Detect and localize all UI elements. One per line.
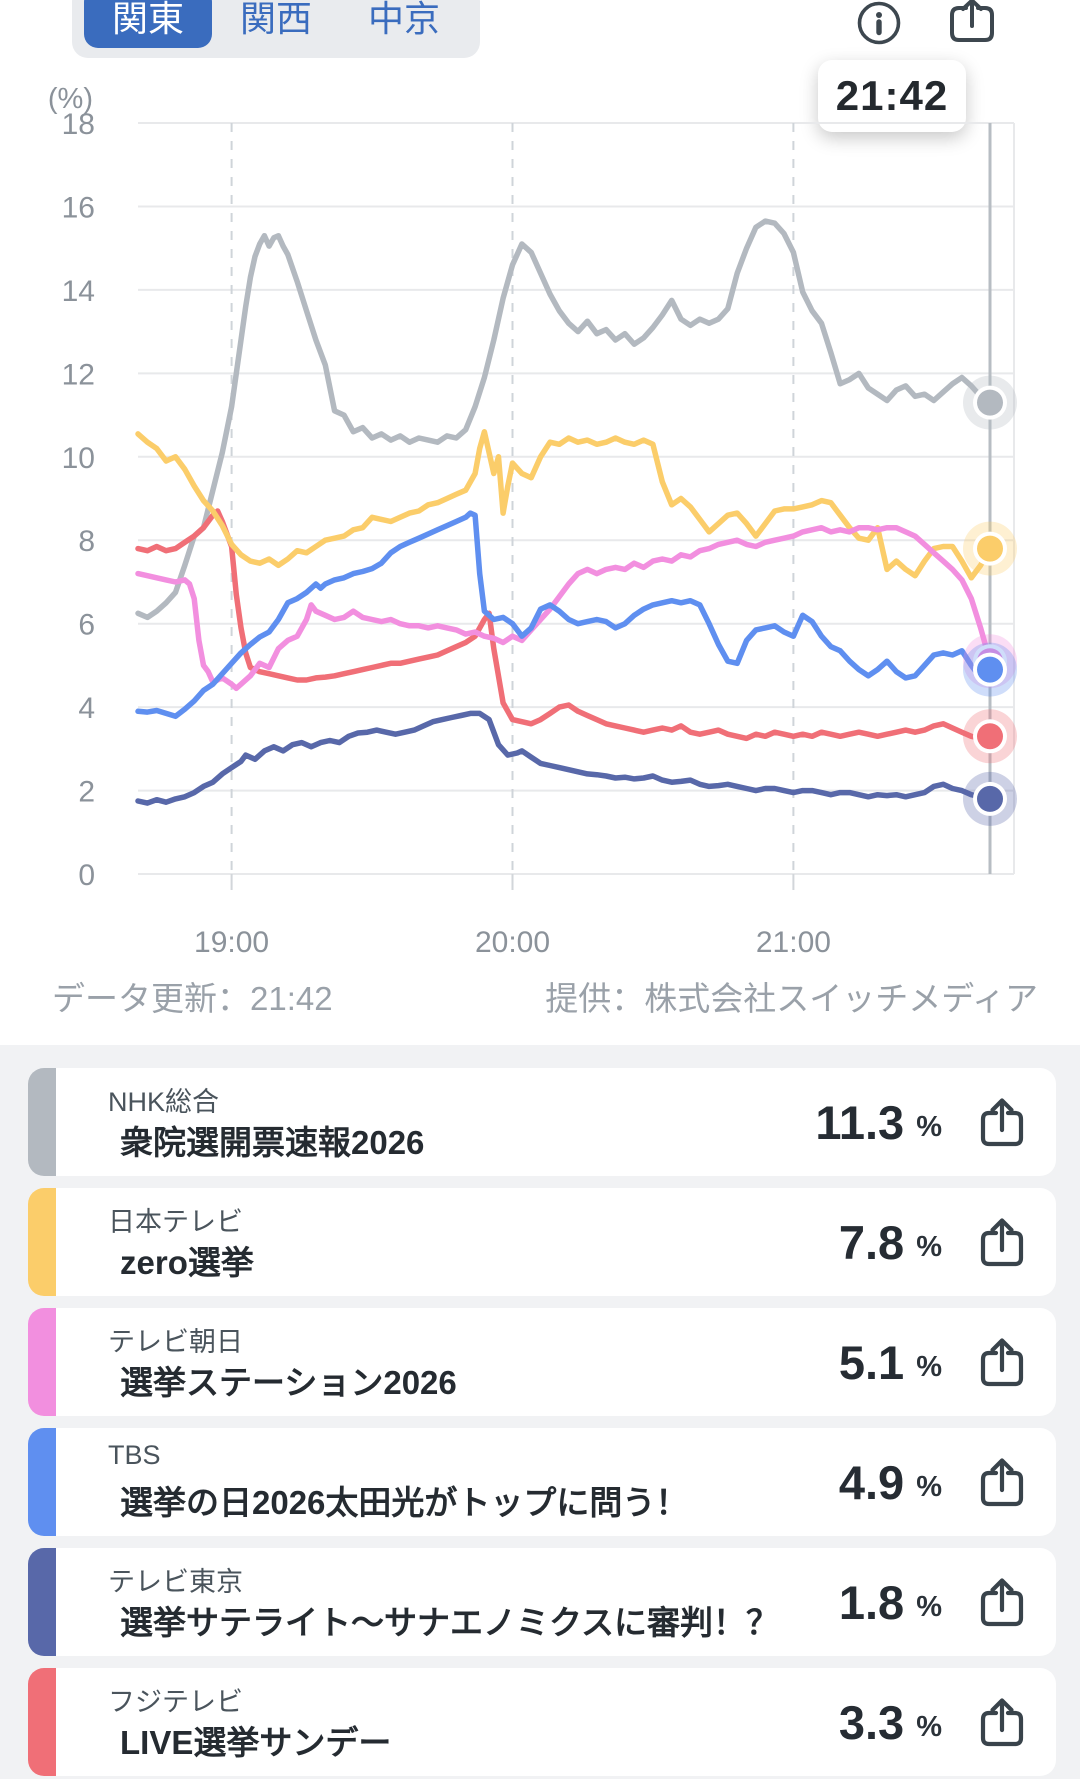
card-share-button[interactable]: [974, 1454, 1030, 1510]
channel-program-title: 選挙の日2026太田光がトップに問う！: [120, 1484, 689, 1521]
channel-card-2[interactable]: テレビ朝日 選挙ステーション2026 5.1 %: [28, 1308, 1056, 1416]
x-tick-label: 19:00: [194, 926, 269, 959]
channel-rating-unit: %: [916, 1350, 942, 1383]
channel-rating: 11.3 %: [815, 1068, 1030, 1176]
channel-rating: 3.3 %: [839, 1668, 1030, 1776]
region-tab-2[interactable]: 中京: [367, 0, 440, 39]
channel-rating-unit: %: [916, 1470, 942, 1503]
channel-rating-unit: %: [916, 1230, 942, 1263]
series-line-日本テレビ: [135, 429, 993, 581]
ratings-line-chart[interactable]: 0 2 4 6 8 10 12 14 16 18(%) 19:00 20:00 21:00: [0, 0, 1080, 1000]
channel-program-title: 衆院選開票速報2026: [120, 1124, 425, 1161]
y-tick-label: 12: [62, 358, 95, 391]
share-button[interactable]: [946, 0, 998, 46]
share-export-icon: [980, 1338, 1024, 1387]
y-tick-label: 16: [62, 192, 95, 225]
channel-rating-value: 11.3: [815, 1095, 905, 1149]
channel-card-1[interactable]: 日本テレビ zero選挙 7.8 %: [28, 1188, 1056, 1296]
share-export-icon: [980, 1218, 1024, 1267]
region-tab-0[interactable]: 関東: [84, 0, 212, 48]
series-marker-NHK総合: [977, 389, 1003, 416]
channel-program-title: 選挙ステーション2026: [120, 1364, 457, 1401]
x-tick-label: 21:00: [756, 926, 831, 959]
channel-rating: 1.8 %: [839, 1548, 1030, 1656]
y-tick-label: 10: [62, 442, 95, 475]
channel-card-4[interactable]: テレビ東京 選挙サテライト〜サナエノミクスに審判！？ 1.8 %: [28, 1548, 1056, 1656]
share-export-icon: [980, 1458, 1024, 1507]
series-line-TBS: [135, 510, 993, 720]
channel-color-bar: [28, 1308, 56, 1416]
region-tab-1[interactable]: 関西: [239, 0, 312, 39]
channel-rating-value: 3.3: [838, 1695, 905, 1749]
data-provider-label: 提供：株式会社スイッチメディア: [545, 980, 1038, 1017]
channel-card-5[interactable]: フジテレビ LIVE選挙サンデー 3.3 %: [28, 1668, 1056, 1776]
card-share-button[interactable]: [974, 1694, 1030, 1750]
share-export-icon: [980, 1698, 1024, 1747]
series-marker-フジテレビ: [977, 723, 1003, 750]
card-share-button[interactable]: [974, 1574, 1030, 1630]
series-marker-TBS: [977, 656, 1003, 683]
series-marker-テレビ東京: [977, 785, 1003, 812]
info-button[interactable]: [855, 0, 903, 48]
share-export-icon: [980, 1098, 1024, 1147]
channel-program-title: LIVE選挙サンデー: [120, 1724, 392, 1761]
x-tick-label: 20:00: [475, 926, 550, 959]
current-time-tooltip: 21:42: [818, 60, 966, 132]
data-updated-label: データ更新：21:42: [52, 980, 333, 1017]
y-tick-label: 0: [78, 859, 95, 892]
channel-color-bar: [28, 1428, 56, 1536]
channel-color-bar: [28, 1068, 56, 1176]
series-line-テレビ東京: [135, 710, 993, 806]
channel-card-3[interactable]: TBS 選挙の日2026太田光がトップに問う！ 4.9 %: [28, 1428, 1056, 1536]
channel-rating-unit: %: [916, 1710, 942, 1743]
channel-station-label: 日本テレビ: [108, 1207, 243, 1237]
channel-station-label: テレビ東京: [108, 1567, 243, 1597]
channel-color-bar: [28, 1188, 56, 1296]
y-tick-label: 4: [78, 692, 95, 725]
y-tick-label: 6: [78, 609, 95, 642]
series-line-NHK総合: [135, 218, 993, 621]
y-tick-label: 8: [78, 525, 95, 558]
channel-rating: 5.1 %: [839, 1308, 1030, 1416]
share-export-icon: [950, 0, 994, 42]
channel-rating: 4.9 %: [839, 1428, 1030, 1536]
channel-station-label: フジテレビ: [108, 1687, 243, 1717]
info-circle-icon: [857, 1, 901, 45]
card-share-button[interactable]: [974, 1094, 1030, 1150]
channel-station-label: TBS: [108, 1440, 161, 1470]
channel-rating: 7.8 %: [839, 1188, 1030, 1296]
share-export-icon: [980, 1578, 1024, 1627]
series-line-フジテレビ: [135, 508, 993, 742]
channel-rating-unit: %: [916, 1590, 942, 1623]
card-share-button[interactable]: [974, 1214, 1030, 1270]
channel-program-title: zero選挙: [120, 1244, 254, 1281]
channel-program-title: 選挙サテライト〜サナエノミクスに審判！？: [120, 1604, 780, 1641]
channel-rating-unit: %: [916, 1110, 942, 1143]
channel-color-bar: [28, 1668, 56, 1776]
channel-station-label: テレビ朝日: [108, 1327, 243, 1357]
region-tab-bar: 関東 関西 中京: [72, 0, 480, 58]
channel-station-label: NHK総合: [108, 1087, 220, 1117]
channel-rating-value: 7.8: [838, 1215, 905, 1269]
channel-rating-value: 4.9: [838, 1455, 905, 1509]
y-tick-label: 2: [78, 776, 95, 809]
card-share-button[interactable]: [974, 1334, 1030, 1390]
channel-list: NHK総合 衆院選開票速報2026 11.3 % 日本テレビ zero選挙 7.…: [0, 1045, 1080, 1779]
series-line-テレビ朝日: [135, 524, 993, 692]
channel-rating-value: 5.1: [838, 1335, 905, 1389]
channel-card-0[interactable]: NHK総合 衆院選開票速報2026 11.3 %: [28, 1068, 1056, 1176]
series-marker-日本テレビ: [977, 535, 1003, 562]
channel-color-bar: [28, 1548, 56, 1656]
y-axis-unit-label: (%): [48, 83, 93, 115]
y-tick-label: 14: [62, 275, 95, 308]
y-tick-label: 18: [62, 108, 95, 141]
channel-rating-value: 1.8: [838, 1575, 905, 1629]
